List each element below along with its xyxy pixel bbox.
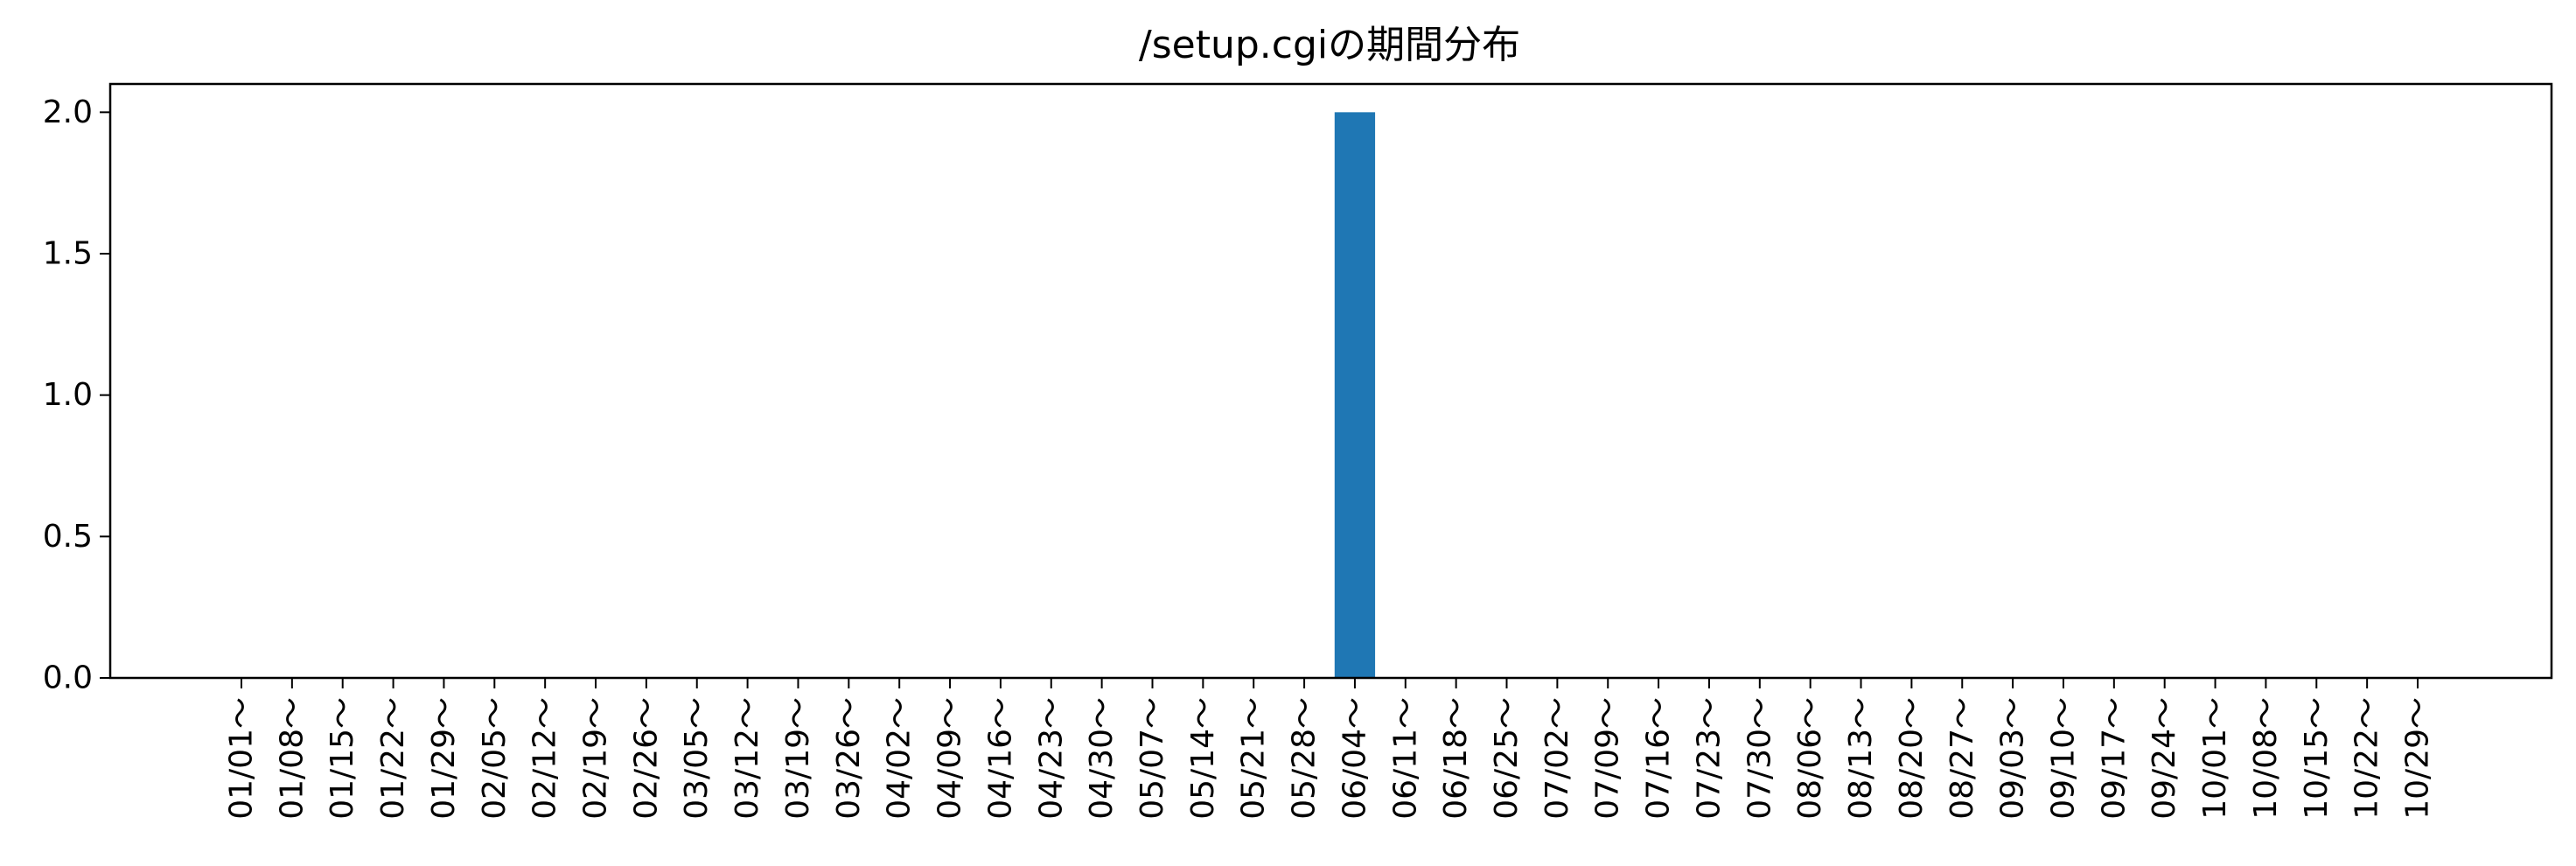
x-tick-label-31: 08/06～ [1792, 697, 1828, 820]
x-tick-label-9: 03/05～ [679, 697, 715, 820]
x-tick-label-24: 06/18～ [1438, 697, 1474, 820]
x-tick-label-15: 04/16～ [982, 697, 1018, 820]
y-tick-label-0: 0.0 [43, 660, 93, 696]
x-tick-label-3: 01/22～ [375, 697, 411, 820]
x-tick-label-25: 06/25～ [1489, 697, 1525, 820]
x-tick-label-40: 10/08～ [2248, 697, 2284, 820]
x-tick-label-33: 08/20～ [1894, 697, 1930, 820]
x-tick-label-2: 01/15～ [325, 697, 360, 820]
x-tick-label-7: 02/19～ [578, 697, 614, 820]
x-tick-label-11: 03/19～ [780, 697, 816, 820]
x-tick-label-17: 04/30～ [1084, 697, 1120, 820]
x-tick-label-16: 04/23～ [1033, 697, 1069, 820]
x-tick-label-5: 02/05～ [477, 697, 513, 820]
chart-title: /setup.cgiの期間分布 [1139, 23, 1520, 67]
y-tick-label-3: 1.5 [43, 236, 93, 272]
x-tick-label-38: 09/24～ [2147, 697, 2182, 820]
x-tick-label-27: 07/09～ [1590, 697, 1626, 820]
x-tick-label-18: 05/07～ [1134, 697, 1170, 820]
x-tick-label-23: 06/11～ [1387, 697, 1423, 820]
x-tick-label-1: 01/08～ [274, 697, 310, 820]
x-tick-label-42: 10/22～ [2349, 697, 2385, 820]
x-tick-label-13: 04/02～ [882, 697, 918, 820]
x-tick-label-21: 05/28～ [1287, 697, 1323, 820]
x-tick-label-8: 02/26～ [628, 697, 664, 820]
y-axis: 0.0 0.5 1.0 1.5 2.0 [43, 94, 110, 696]
y-tick-label-1: 0.5 [43, 519, 93, 555]
x-tick-label-20: 05/21～ [1236, 697, 1272, 820]
x-tick-label-14: 04/09～ [932, 697, 968, 820]
plot-frame [108, 82, 2553, 680]
x-tick-label-39: 10/01～ [2197, 697, 2233, 820]
y-tick-label-2: 1.0 [43, 377, 93, 413]
x-tick-label-0: 01/01～ [224, 697, 260, 820]
x-tick-label-6: 02/12～ [527, 697, 563, 820]
bar-22 [1334, 112, 1376, 678]
x-tick-label-41: 10/15～ [2299, 697, 2335, 820]
y-tick-label-4: 2.0 [43, 94, 93, 130]
x-tick-label-12: 03/26～ [831, 697, 867, 820]
x-tick-label-32: 08/13～ [1843, 697, 1879, 820]
x-tick-label-4: 01/29～ [426, 697, 462, 820]
x-tick-label-43: 10/29～ [2400, 697, 2436, 820]
x-tick-label-28: 07/16～ [1641, 697, 1677, 820]
x-tick-label-29: 07/23～ [1691, 697, 1727, 820]
x-tick-label-34: 08/27～ [1944, 697, 1980, 820]
x-tick-label-37: 09/17～ [2096, 697, 2132, 820]
x-tick-label-36: 09/10～ [2045, 697, 2081, 820]
x-tick-label-26: 07/02～ [1539, 697, 1575, 820]
x-axis: 01/01～ 01/08～ 01/15～ 01/22～ 01/29～ 02/05～ 02/1… [224, 678, 2436, 820]
x-tick-label-35: 09/03～ [1995, 697, 2031, 820]
x-tick-label-10: 03/12～ [730, 697, 765, 820]
x-tick-label-30: 07/30～ [1742, 697, 1777, 820]
x-tick-label-22: 06/04～ [1337, 697, 1372, 820]
bars-layer [1334, 112, 1376, 678]
x-tick-label-19: 05/14～ [1185, 697, 1221, 820]
